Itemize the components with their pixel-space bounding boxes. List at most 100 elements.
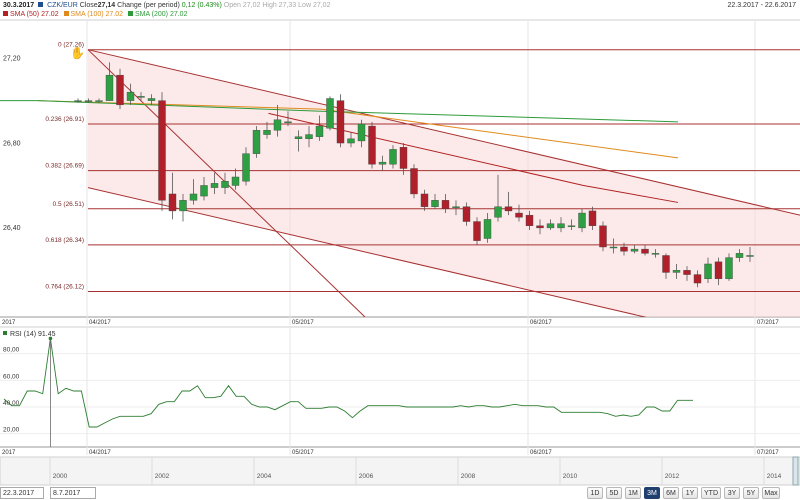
range-button-3m[interactable]: 3M [644,487,660,499]
date-to-input[interactable]: 8.7.2017 [50,487,96,499]
range-button-1m[interactable]: 1M [625,487,641,499]
candle-body[interactable] [609,246,618,249]
candle-body[interactable] [441,200,450,210]
candle-body[interactable] [494,206,502,218]
candle-body[interactable] [588,210,597,226]
candle-body[interactable] [105,74,114,101]
range-button-1y[interactable]: 1Y [682,487,698,499]
candle-body[interactable] [651,253,660,255]
rsi-x-tick: 04/2017 [89,450,111,456]
candle-body[interactable] [620,246,628,252]
price-y-tick: 26,80 [3,140,21,147]
candle-body[interactable] [315,125,324,137]
range-button-3y[interactable]: 3Y [724,487,740,499]
sma-line [37,100,679,123]
candle-body[interactable] [420,193,429,207]
range-button-max[interactable]: Max [762,487,780,499]
candle-body[interactable] [473,221,481,241]
range-button-5d[interactable]: 5D [606,487,622,499]
candle-body[interactable] [179,200,187,212]
candle-body[interactable] [242,153,250,182]
candle-body[interactable] [725,257,733,280]
candle-body[interactable] [525,214,534,226]
candle-body[interactable] [431,200,439,207]
candle-body[interactable] [200,185,208,197]
candle-body[interactable] [378,161,387,165]
candle-body[interactable] [84,100,93,102]
candle-body[interactable] [662,255,670,273]
candle-body[interactable] [189,193,198,201]
candle-body[interactable] [746,255,754,257]
candle-body[interactable] [735,253,744,258]
sma100-label: SMA (100) 27.02 [70,11,124,18]
candle-body[interactable] [368,125,376,165]
fib-channel-lower [87,187,648,317]
navigator-year: 2004 [257,473,272,480]
candle-body[interactable] [137,96,145,98]
range-button-1d[interactable]: 1D [587,487,603,499]
hand-cursor-icon: ✋ [70,46,85,60]
candle-body[interactable] [557,223,565,229]
candle-body[interactable] [389,149,397,165]
low-value: Low 27,02 [298,2,331,9]
candle-body[interactable] [546,223,555,229]
candle-body[interactable] [641,248,649,254]
candle-body[interactable] [116,74,124,106]
rsi-x-tick: 2017 [2,450,16,456]
candle-body[interactable] [714,261,723,280]
rsi-x-tick: 07/2017 [757,450,779,456]
sma50-swatch [3,11,8,16]
symbol-label: CZK/EUR [47,2,78,9]
candle-body[interactable] [504,206,513,212]
sma100-swatch [63,11,69,16]
candle-body[interactable] [95,100,103,102]
candle-body[interactable] [683,270,691,275]
close-value: 27,14 [97,2,116,9]
candle-body[interactable] [536,225,544,229]
candle-body[interactable] [252,130,261,154]
candle-body[interactable] [399,147,408,169]
candle-body[interactable] [273,119,282,131]
candle-body[interactable] [336,100,345,144]
date-from-input[interactable]: 22.3.2017 [0,487,44,499]
candle-body[interactable] [462,206,471,222]
candle-body[interactable] [357,123,366,142]
candle-body[interactable] [294,136,303,140]
candle-body[interactable] [347,138,355,144]
candle-body[interactable] [693,274,702,284]
range-button-6m[interactable]: 6M [663,487,679,499]
candle-body[interactable] [263,130,271,135]
candle-body[interactable] [74,100,82,102]
rsi-x-tick: 06/2017 [530,450,552,456]
candle-body[interactable] [147,98,156,101]
candle-body[interactable] [578,212,586,229]
navigator[interactable] [0,456,800,486]
range-button-5y[interactable]: 5Y [743,487,759,499]
candle-body[interactable] [672,270,681,273]
candle-body[interactable] [483,219,492,239]
change-label: Change (per period) [117,2,180,9]
candle-body[interactable] [630,248,639,252]
candle-body[interactable] [599,225,607,248]
candle-body[interactable] [410,168,418,195]
candle-body[interactable] [284,121,292,124]
price-x-tick: 2017 [2,320,16,326]
candle-body[interactable] [158,100,166,201]
candle-body[interactable] [704,263,712,280]
candle-body[interactable] [326,98,334,129]
candle-body[interactable] [305,134,313,140]
candle-body[interactable] [126,91,135,101]
candle-body[interactable] [231,176,240,186]
navigator-window[interactable] [792,456,799,486]
candle-body[interactable] [515,212,523,218]
range-button-ytd[interactable]: YTD [701,487,721,499]
candle-body[interactable] [567,225,576,227]
header-date: 30.3.2017 [3,2,35,9]
candle-body[interactable] [210,183,219,188]
candle-body[interactable] [221,181,229,188]
rsi-legend-swatch [3,331,7,335]
candle-body[interactable] [168,193,177,212]
candle-body[interactable] [452,206,460,208]
